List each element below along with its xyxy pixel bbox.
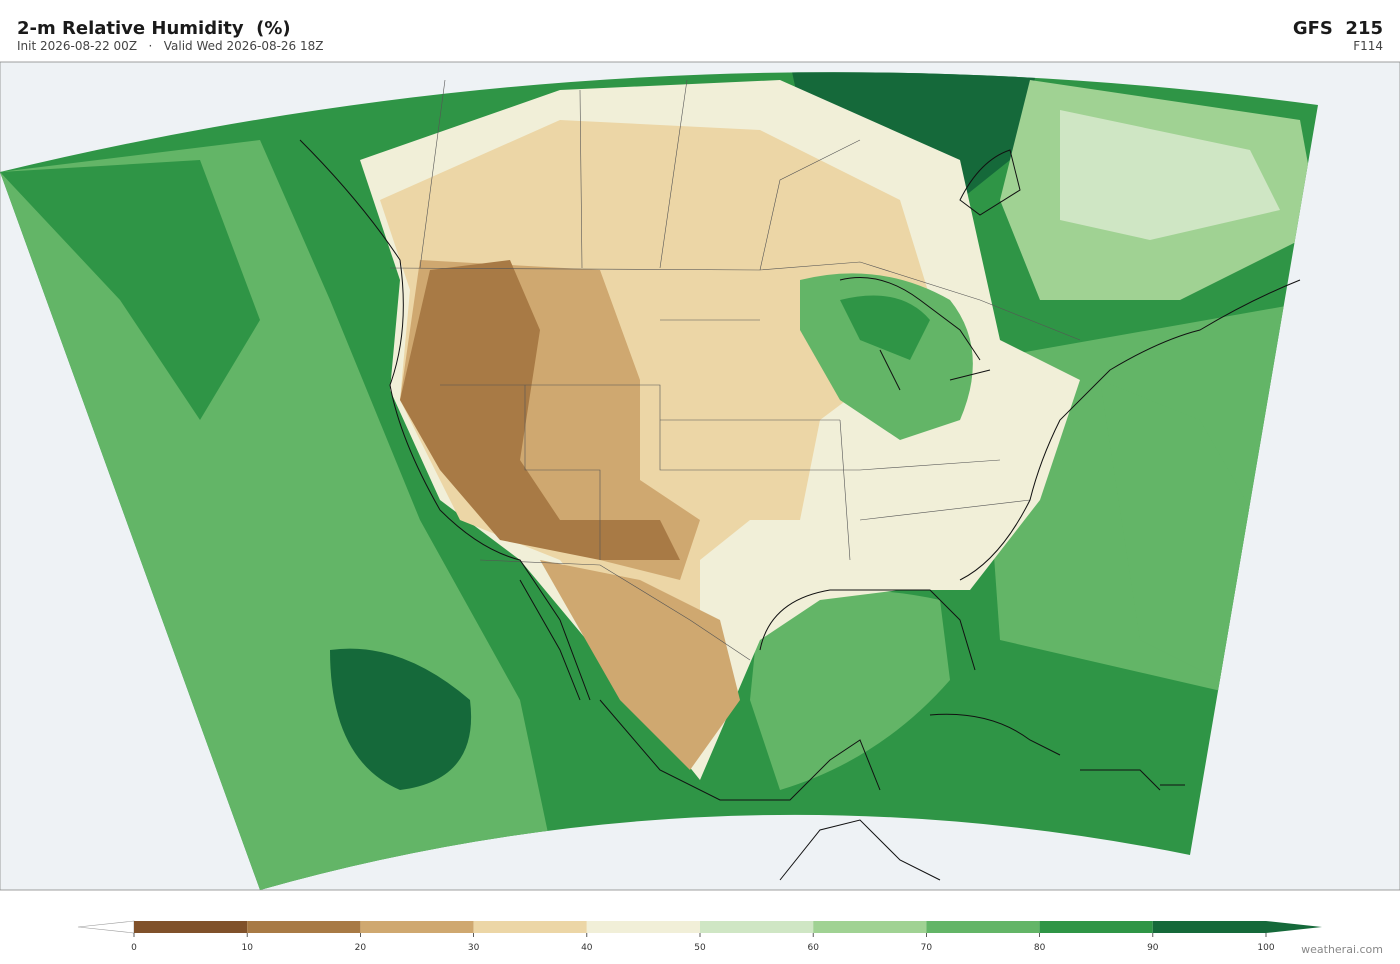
forecast-hour: F114 bbox=[1353, 39, 1383, 53]
colorbar-tick-label: 10 bbox=[241, 943, 253, 953]
colorbar: 0 10 20 30 40 50 60 70 80 90 100 bbox=[77, 920, 1322, 953]
colorbar-bin bbox=[360, 921, 474, 933]
borders bbox=[389, 79, 1081, 661]
colorbar-bin bbox=[813, 921, 927, 933]
colorbar-tick-label: 50 bbox=[694, 943, 706, 953]
watermark: weatherai.com bbox=[1301, 943, 1383, 956]
colorbar-tick-label: 40 bbox=[581, 943, 593, 953]
map-title: 2-m Relative Humidity (%) bbox=[17, 18, 291, 39]
colorbar-tick-label: 60 bbox=[807, 943, 819, 953]
colorbar-bin bbox=[1152, 921, 1266, 933]
map-subtitle: Init 2026-08-22 00Z · Valid Wed 2026-08-… bbox=[17, 39, 324, 53]
coastlines bbox=[299, 139, 1301, 881]
colorbar-tick-label: 70 bbox=[921, 943, 933, 953]
colorbar-bin bbox=[926, 921, 1040, 933]
colorbar-tick-label: 0 bbox=[131, 943, 137, 953]
colorbar-tick-label: 30 bbox=[468, 943, 480, 953]
model-label: GFS 215 bbox=[1293, 18, 1383, 39]
colorbar-bin bbox=[700, 921, 814, 933]
colorbar-tick-label: 100 bbox=[1257, 943, 1274, 953]
colorbar-tick-label: 80 bbox=[1034, 943, 1046, 953]
colorbar-bin bbox=[473, 921, 587, 933]
colorbar-bin bbox=[247, 921, 361, 933]
colorbar-bin bbox=[1039, 921, 1153, 933]
colorbar-over bbox=[1266, 921, 1322, 933]
colorbar-tick-label: 20 bbox=[355, 943, 367, 953]
colorbar-tick-label: 90 bbox=[1147, 943, 1159, 953]
colorbar-bin bbox=[134, 921, 248, 933]
colorbar-bin bbox=[586, 921, 700, 933]
colorbar-under bbox=[77, 920, 135, 934]
